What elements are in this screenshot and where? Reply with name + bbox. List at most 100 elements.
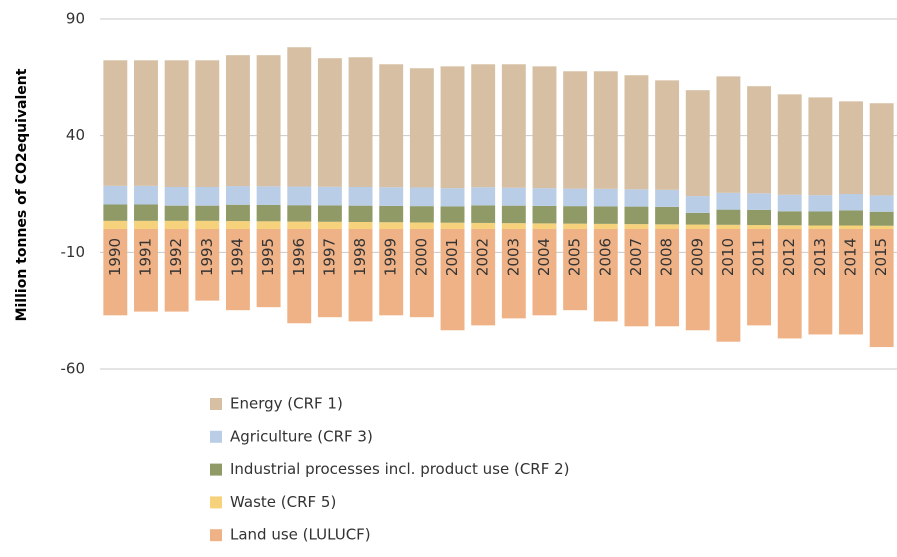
bar-segment: [409, 68, 434, 188]
bar-segment: [164, 220, 189, 229]
bar-segment: [716, 229, 741, 342]
bar-segment: [716, 209, 741, 225]
x-tick-label: 2002: [474, 238, 492, 276]
bar-segment: [593, 223, 618, 229]
legend-swatch: [210, 430, 222, 443]
bar-segment: [685, 212, 710, 225]
bar-segment: [777, 94, 802, 195]
bar-segment: [532, 223, 557, 229]
bar-segment: [501, 187, 526, 206]
bar-segment: [869, 225, 894, 229]
bar-segment: [164, 60, 189, 187]
bar-segment: [440, 188, 465, 207]
y-axis-title: Million tonnes of CO2equivalent: [14, 68, 30, 321]
bar-segment: [225, 221, 250, 229]
bar-segment: [256, 186, 281, 205]
x-tick-label: 2006: [596, 238, 614, 276]
bar-segment: [869, 103, 894, 196]
x-tick-label: 2013: [811, 238, 829, 276]
x-tick-label: 2003: [504, 238, 522, 276]
bar-segment: [471, 187, 496, 206]
bar-segment: [379, 205, 404, 223]
bar-segment: [317, 58, 342, 187]
bar-segment: [256, 221, 281, 229]
bar-segment: [624, 75, 649, 190]
bar-segment: [471, 229, 496, 326]
x-tick-label: 2004: [535, 238, 553, 276]
bar-segment: [593, 71, 618, 189]
x-tick-label: 2010: [719, 238, 737, 276]
bar-segment: [869, 211, 894, 226]
bar-segment: [409, 206, 434, 223]
bar-segment: [103, 60, 128, 186]
bar-segment: [348, 205, 373, 222]
x-tick-label: 2000: [412, 238, 430, 276]
bar-segment: [103, 220, 128, 229]
bar-segment: [287, 229, 312, 324]
bar-segment: [716, 224, 741, 229]
bar-segment: [103, 185, 128, 205]
bar-segment: [808, 225, 833, 229]
bar-segment: [471, 64, 496, 188]
bar-segment: [563, 206, 588, 224]
bar-segment: [440, 206, 465, 223]
bar-segment: [685, 229, 710, 331]
bar-segment: [287, 47, 312, 187]
x-tick-label: 1997: [320, 238, 338, 276]
bar-segment: [256, 204, 281, 222]
bar-segment: [287, 205, 312, 222]
x-tick-label: 1992: [167, 238, 185, 276]
bar-segment: [317, 205, 342, 222]
bar-segment: [379, 229, 404, 316]
bar-segment: [195, 229, 220, 301]
bar-segment: [225, 186, 250, 205]
bar-segment: [747, 225, 772, 229]
bar-segment: [440, 222, 465, 229]
bar-segment: [747, 86, 772, 194]
x-tick-label: 1996: [290, 238, 308, 276]
bar-segment: [287, 186, 312, 206]
bar-segment: [747, 193, 772, 210]
bar-segment: [317, 229, 342, 318]
bar-segment: [655, 224, 680, 229]
bar-segment: [839, 194, 863, 211]
x-tick-label: 1993: [198, 238, 216, 276]
bar-segment: [195, 60, 220, 187]
bar-segment: [134, 229, 158, 312]
x-tick-label: 1994: [228, 238, 246, 276]
bar-segment: [624, 189, 649, 207]
bar-segment: [164, 229, 189, 312]
bar-segment: [839, 229, 863, 335]
bar-segment: [225, 229, 250, 311]
x-tick-label: 2014: [842, 238, 860, 276]
bar-segment: [839, 210, 863, 226]
bar-segment: [532, 229, 557, 316]
bar-segment: [379, 187, 404, 206]
bar-segment: [869, 229, 894, 348]
x-tick-label: 1999: [382, 238, 400, 276]
bar-segment: [103, 204, 128, 221]
bar-segment: [379, 64, 404, 188]
y-tick-label: 90: [66, 10, 85, 28]
bar-segment: [134, 204, 158, 221]
bar-segment: [256, 55, 281, 187]
bar-segment: [685, 90, 710, 197]
bar-segment: [624, 206, 649, 225]
bar-segment: [501, 205, 526, 224]
bar-segment: [409, 187, 434, 207]
bar-segment: [624, 224, 649, 229]
bar-segment: [808, 229, 833, 335]
bar-segment: [348, 222, 373, 229]
bar-segment: [655, 80, 680, 190]
bar-segment: [225, 204, 250, 222]
x-tick-label: 2007: [627, 238, 645, 276]
bar-segment: [409, 229, 434, 318]
bar-segment: [379, 222, 404, 229]
bar-segment: [256, 229, 281, 308]
bar-segment: [777, 229, 802, 339]
bar-segment: [164, 205, 189, 221]
legend-label: Land use (LULUCF): [230, 526, 371, 544]
bar-segment: [655, 229, 680, 327]
legend-swatch: [210, 496, 222, 509]
